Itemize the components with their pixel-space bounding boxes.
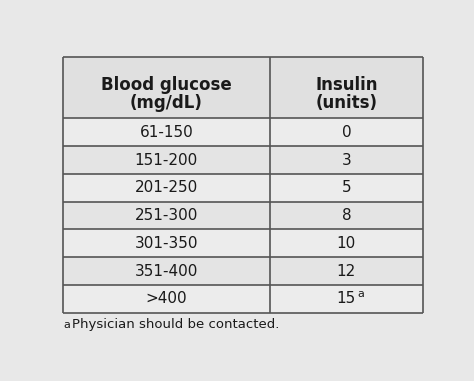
Text: >400: >400: [146, 291, 187, 306]
Bar: [63, 257, 270, 285]
Bar: [63, 285, 270, 313]
Text: 5: 5: [342, 180, 351, 195]
Text: 351-400: 351-400: [135, 264, 198, 279]
Text: 0: 0: [342, 125, 351, 140]
Text: 8: 8: [342, 208, 351, 223]
Bar: [63, 118, 270, 146]
Bar: [63, 202, 270, 229]
Bar: [270, 146, 423, 174]
Text: 301-350: 301-350: [135, 236, 198, 251]
Text: 3: 3: [342, 153, 351, 168]
Bar: [63, 146, 270, 174]
Text: 61-150: 61-150: [139, 125, 193, 140]
Text: (mg/dL): (mg/dL): [130, 94, 203, 112]
Text: 201-250: 201-250: [135, 180, 198, 195]
Bar: [63, 58, 270, 118]
Text: 15: 15: [337, 291, 356, 306]
Bar: [63, 174, 270, 202]
Text: 12: 12: [337, 264, 356, 279]
Bar: [270, 174, 423, 202]
Bar: [270, 202, 423, 229]
Text: (units): (units): [315, 94, 377, 112]
Text: Blood glucose: Blood glucose: [101, 76, 232, 94]
Bar: [270, 118, 423, 146]
Bar: [270, 285, 423, 313]
Text: 151-200: 151-200: [135, 153, 198, 168]
Text: 10: 10: [337, 236, 356, 251]
Bar: [270, 58, 423, 118]
Bar: [63, 229, 270, 257]
Text: a: a: [63, 320, 70, 330]
Bar: [270, 257, 423, 285]
Text: Insulin: Insulin: [315, 76, 378, 94]
Text: 251-300: 251-300: [135, 208, 198, 223]
Text: Physician should be contacted.: Physician should be contacted.: [72, 318, 280, 331]
Bar: [270, 229, 423, 257]
Text: a: a: [358, 289, 365, 299]
